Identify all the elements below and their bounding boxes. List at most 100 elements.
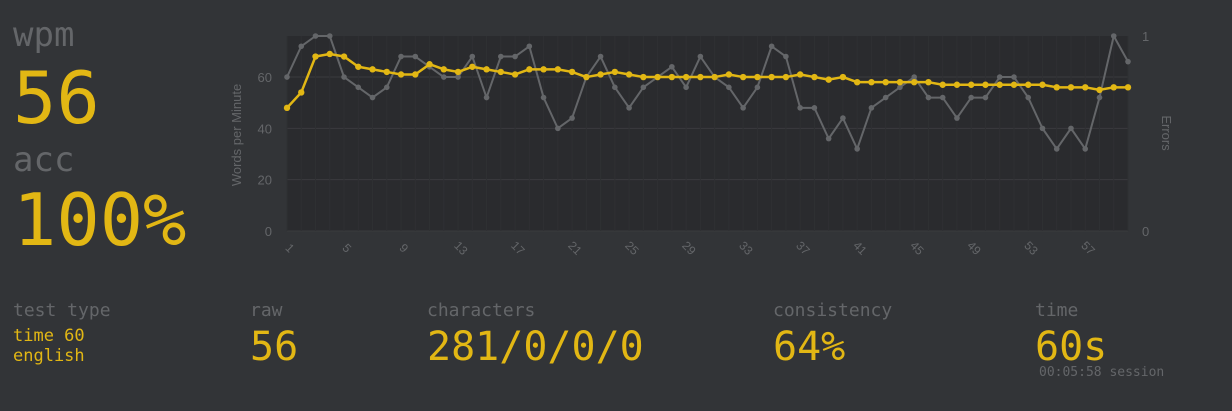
characters-value: 281/0/0/0	[427, 324, 644, 370]
raw-series-point	[825, 135, 832, 142]
wpm-series-point	[1039, 81, 1046, 88]
wpm-series-point	[1053, 84, 1060, 91]
wpm-series-point	[910, 78, 918, 86]
wpm-series-point	[968, 81, 975, 88]
wpm-series-point	[540, 66, 547, 73]
wpm-series-point	[811, 73, 818, 81]
raw-series-point	[1068, 125, 1074, 132]
x-tick-label: 49	[964, 238, 984, 258]
raw-series-point	[326, 33, 333, 39]
wpm-series-point	[511, 71, 519, 78]
x-tick-label: 9	[397, 241, 412, 256]
raw-series-point	[398, 53, 404, 60]
test-type-language: english	[13, 346, 85, 366]
raw-series-point	[1110, 33, 1117, 39]
wpm-series-point	[953, 81, 961, 88]
wpm-series-point	[526, 66, 533, 73]
raw-series-point	[341, 74, 347, 80]
test-type-mode: time 60	[13, 326, 85, 346]
raw-series-point	[455, 74, 461, 80]
wpm-series-point	[1110, 84, 1117, 91]
x-tick-label: 17	[508, 238, 528, 258]
raw-series-point	[811, 105, 818, 111]
raw-series-point	[854, 146, 860, 152]
wpm-series-point	[996, 81, 1003, 88]
wpm-series-point	[568, 68, 576, 76]
raw-series-point	[1082, 146, 1089, 152]
wpm-series-point	[882, 78, 889, 86]
raw-series-point	[369, 94, 376, 101]
wpm-series-point	[597, 71, 604, 78]
time-value: 60s	[1035, 324, 1108, 370]
raw-series-point	[1125, 58, 1131, 65]
wpm-series-point	[640, 73, 647, 81]
raw-series-point	[925, 94, 932, 101]
raw-series-point	[512, 53, 518, 60]
y2-tick-label: 1	[1142, 29, 1149, 44]
raw-series-point	[754, 84, 761, 91]
wpm-series-point	[796, 71, 804, 78]
raw-series-point	[982, 94, 989, 101]
raw-series-point	[1096, 94, 1103, 101]
wpm-series-point	[1010, 81, 1018, 88]
x-tick-label: 33	[736, 238, 756, 258]
wpm-series-point	[1082, 84, 1089, 91]
wpm-series-point	[1025, 81, 1032, 88]
x-tick-label: 13	[451, 238, 471, 258]
raw-label: raw	[250, 300, 283, 321]
x-tick-label: 21	[565, 238, 585, 258]
raw-series-point	[968, 94, 975, 101]
wpm-series-point	[625, 71, 633, 78]
raw-series-point	[868, 105, 875, 111]
wpm-series-point	[668, 73, 676, 81]
raw-series-point	[540, 94, 547, 101]
wpm-series-point	[654, 73, 661, 81]
raw-series-point	[312, 33, 319, 39]
raw-series-point	[555, 125, 561, 132]
raw-series-point	[996, 74, 1003, 80]
raw-series-point	[726, 84, 732, 91]
wpm-series-point	[1124, 84, 1132, 91]
raw-series-point	[569, 115, 575, 121]
x-tick-label: 1	[283, 241, 298, 256]
raw-value: 56	[250, 324, 299, 370]
test-type-label: test type	[13, 300, 111, 321]
wpm-series-point	[782, 73, 790, 81]
wpm-series-point	[825, 76, 832, 83]
wpm-series-point	[483, 66, 490, 73]
wpm-series-point	[925, 78, 932, 86]
raw-series-point	[612, 84, 618, 91]
raw-series-point	[797, 105, 803, 111]
x-tick-label: 53	[1021, 238, 1041, 258]
wpm-series-point	[868, 78, 875, 86]
wpm-series-point	[711, 73, 718, 81]
characters-label: characters	[427, 300, 536, 321]
wpm-series-point	[340, 53, 348, 60]
wpm-series-point	[1067, 84, 1075, 91]
raw-series-point	[469, 53, 476, 60]
wpm-series-point	[583, 73, 590, 81]
y2-axis-label: Errors	[1159, 115, 1174, 151]
raw-series-point	[882, 94, 889, 101]
wpm-series-point	[497, 68, 505, 76]
wpm-series-point	[312, 53, 319, 60]
raw-series-point	[526, 43, 533, 50]
wpm-series-point	[397, 71, 405, 78]
time-label: time	[1035, 300, 1079, 321]
raw-series-point	[640, 84, 647, 91]
raw-series-point	[383, 84, 390, 91]
wpm-series-point	[725, 71, 733, 78]
raw-series-point	[697, 53, 704, 60]
raw-series-point	[683, 84, 689, 91]
wpm-series-point	[853, 78, 861, 86]
x-tick-label: 29	[679, 238, 699, 258]
wpm-series-point	[440, 66, 447, 73]
raw-series-point	[954, 115, 960, 121]
raw-series-point	[412, 53, 419, 60]
wpm-series-point	[326, 50, 333, 58]
wpm-series-point	[426, 61, 433, 68]
consistency-label: consistency	[773, 300, 893, 321]
wpm-series-point	[383, 68, 390, 76]
raw-series-point	[1025, 94, 1032, 101]
